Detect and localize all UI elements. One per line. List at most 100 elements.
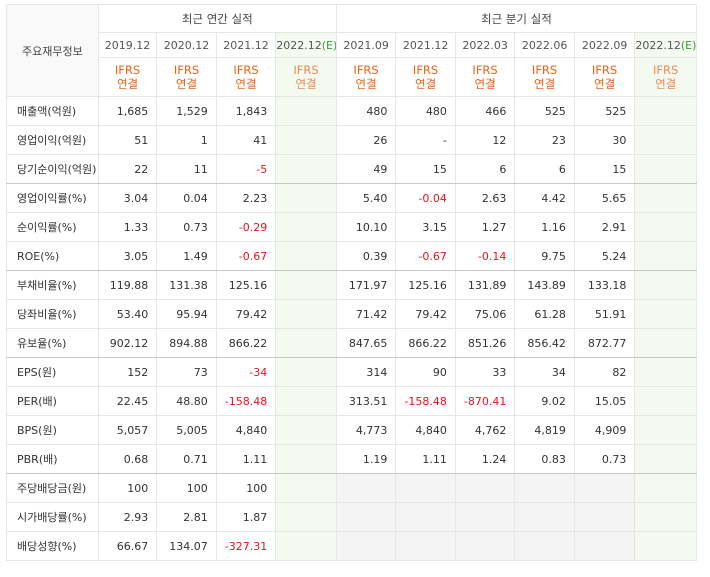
data-row: 주당배당금(원) 100 100 100 — [6, 473, 697, 503]
data-row: 당좌비율(%) 53.40 95.94 79.42 71.42 79.42 75.06 61.… — [6, 299, 697, 329]
value-cell: 23 — [514, 125, 575, 155]
data-row: PBR(배) 0.68 0.71 1.11 1.19 1.11 1.24 0.83 0.73 — [6, 444, 697, 474]
value-cell — [634, 502, 697, 532]
value-cell — [275, 473, 337, 503]
basis-header: IFRS 연결 — [454, 57, 516, 97]
value-cell: 119.88 — [97, 270, 158, 300]
page: 주요재무정보 최근 연간 실적 최근 분기 실적 2019.12 2020.12 2… — [0, 4, 710, 577]
value-cell: 90 — [395, 357, 456, 387]
period-header: 2020.12 — [156, 32, 217, 58]
group-header: 최근 연간 실적 — [97, 4, 337, 33]
value-cell: 1.11 — [395, 444, 456, 474]
value-cell: 15.05 — [573, 386, 636, 416]
row-label: ROE(%) — [6, 241, 99, 271]
value-cell: 902.12 — [97, 328, 158, 358]
value-cell — [634, 328, 697, 358]
value-cell: 1 — [156, 125, 217, 155]
value-cell: 6 — [514, 154, 575, 184]
data-row: 영업이익률(%) 3.04 0.04 2.23 5.40 -0.04 2.63 4.42 5.6… — [6, 183, 697, 213]
value-cell — [634, 386, 697, 416]
estimate-mark: (E) — [680, 38, 697, 52]
value-cell: 9.02 — [514, 386, 575, 416]
value-cell: 1.33 — [97, 212, 158, 242]
value-cell: 22 — [97, 154, 158, 184]
value-cell — [573, 502, 636, 532]
row-label: EPS(원) — [6, 357, 99, 387]
value-cell: 22.45 — [97, 386, 158, 416]
data-row: 유보율(%) 902.12 894.88 866.22 847.65 866.22 851.… — [6, 328, 697, 358]
value-cell: 1.11 — [215, 444, 277, 474]
basis-text: IFRS — [531, 63, 558, 77]
value-cell — [634, 299, 697, 329]
value-cell: 5.24 — [573, 241, 636, 271]
data-row: 매출액(억원) 1,685 1,529 1,843 480 480 466 525 525 — [6, 96, 697, 126]
value-cell: 1,685 — [97, 96, 158, 126]
value-cell: 15 — [395, 154, 456, 184]
value-cell: 4,819 — [514, 415, 575, 445]
value-cell: 3.05 — [97, 241, 158, 271]
data-row: 배당성향(%) 66.67 134.07 -327.31 — [6, 531, 697, 561]
value-cell — [634, 473, 697, 503]
value-cell — [634, 154, 697, 184]
period-header: 2022.09 — [573, 32, 636, 58]
value-cell — [275, 154, 337, 184]
value-cell — [573, 473, 636, 503]
basis-text: 연결 — [414, 77, 437, 91]
period-text: 2022.12 — [635, 38, 681, 52]
value-cell — [275, 270, 337, 300]
row-label: 영업이익률(%) — [6, 183, 99, 213]
data-row: 시가배당률(%) 2.93 2.81 1.87 — [6, 502, 697, 532]
estimate-mark: (E) — [321, 38, 337, 52]
value-cell — [634, 531, 697, 561]
value-cell — [395, 473, 456, 503]
basis-text: IFRS — [293, 63, 319, 77]
value-cell: 5.40 — [335, 183, 397, 213]
value-cell: 30 — [573, 125, 636, 155]
value-cell: 1.87 — [215, 502, 277, 532]
basis-header: IFRS 연결 — [275, 57, 337, 97]
basis-header: IFRS 연결 — [156, 57, 217, 97]
value-cell: 0.83 — [514, 444, 575, 474]
value-cell — [275, 299, 337, 329]
basis-header: IFRS 연결 — [335, 57, 397, 97]
value-cell: -5 — [215, 154, 277, 184]
value-cell: 894.88 — [156, 328, 217, 358]
row-label: 배당성향(%) — [6, 531, 99, 561]
period-text: 2022.06 — [521, 38, 568, 52]
value-cell: 51.91 — [573, 299, 636, 329]
row-label: 영업이익(억원) — [6, 125, 99, 155]
value-cell: -34 — [215, 357, 277, 387]
value-cell: 51 — [97, 125, 158, 155]
value-cell — [275, 531, 337, 561]
row-label: 매출액(억원) — [6, 96, 99, 126]
period-header: 2021.12 — [395, 32, 456, 58]
value-cell: 95.94 — [156, 299, 217, 329]
value-cell: -0.04 — [395, 183, 456, 213]
value-cell: 100 — [156, 473, 217, 503]
group-header: 최근 분기 실적 — [335, 4, 698, 33]
basis-text: 연결 — [175, 77, 198, 91]
row-label: 유보율(%) — [6, 328, 99, 358]
corner-header: 주요재무정보 — [6, 4, 99, 97]
period-text: 2021.12 — [223, 38, 269, 52]
value-cell: 856.42 — [514, 328, 575, 358]
value-cell: 847.65 — [335, 328, 397, 358]
basis-row: IFRS 연결 IFRS 연결 IFRS 연결 IFRS 연결 IFRS 연결 IFRS 연결 IFRS… — [7, 57, 697, 97]
basis-text: IFRS — [173, 63, 200, 77]
value-cell: 79.42 — [215, 299, 277, 329]
value-cell: 4,773 — [335, 415, 397, 445]
value-cell — [514, 531, 575, 561]
value-cell: 26 — [335, 125, 397, 155]
value-cell — [395, 531, 456, 561]
value-cell: 75.06 — [454, 299, 516, 329]
value-cell: 100 — [97, 473, 158, 503]
value-cell: 171.97 — [335, 270, 397, 300]
value-cell — [454, 502, 516, 532]
value-cell: 2.23 — [215, 183, 277, 213]
value-cell: -327.31 — [215, 531, 277, 561]
value-cell — [454, 473, 516, 503]
value-cell: 5.65 — [573, 183, 636, 213]
basis-text: 연결 — [533, 77, 556, 91]
value-cell: 2.81 — [156, 502, 217, 532]
data-row: ROE(%) 3.05 1.49 -0.67 0.39 -0.67 -0.14 9.75 5.2… — [6, 241, 697, 271]
